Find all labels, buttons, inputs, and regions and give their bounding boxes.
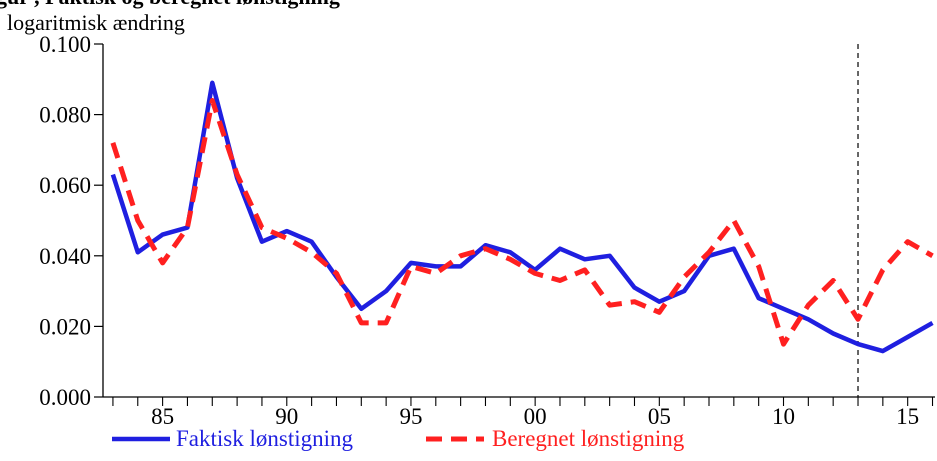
series-layer: [110, 80, 934, 354]
y-tick-label: 0.020: [39, 314, 91, 339]
series-line-beregnet: [110, 98, 934, 347]
x-tick-label: 00: [524, 404, 547, 429]
y-tick-label: 0.080: [39, 103, 91, 128]
y-tick-label: 0.060: [39, 173, 91, 198]
y-tick-label: 0.100: [39, 32, 91, 57]
clipped-figure-title: gur , Faktisk og beregnet lønstigning: [0, 0, 340, 9]
series-line-faktisk: [110, 80, 934, 354]
y-tick-label: 0.000: [39, 385, 91, 410]
x-tick-label: 10: [772, 404, 795, 429]
legend-label-faktisk: Faktisk lønstigning: [176, 426, 353, 451]
y-tick-label: 0.040: [39, 244, 91, 269]
x-tick-label: 15: [896, 404, 919, 429]
legend: Faktisk lønstigning Beregnet lønstigning: [112, 426, 685, 451]
y-axis-label: logaritmisk ændring: [7, 10, 185, 35]
x-tick-label: 90: [275, 404, 298, 429]
axes: 0.000 0.020 0.040 0.060 0.080 0.100 85 90 95 00 05…: [39, 32, 935, 429]
x-tick-label: 85: [151, 404, 174, 429]
x-tick-label: 95: [399, 404, 422, 429]
legend-label-beregnet: Beregnet lønstigning: [492, 426, 685, 451]
x-tick-label: 05: [648, 404, 671, 429]
